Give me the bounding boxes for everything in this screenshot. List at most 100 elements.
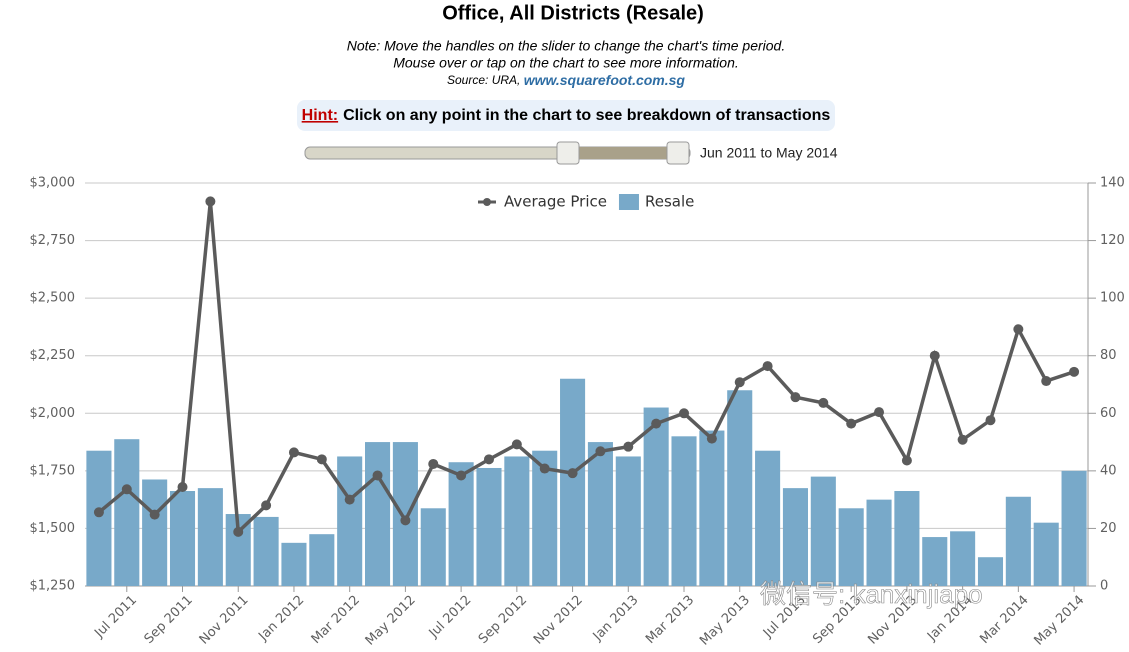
point xyxy=(233,526,244,537)
bar xyxy=(587,442,613,586)
bar xyxy=(894,491,920,586)
source: Source: URA, www.squarefoot.com.sg xyxy=(447,72,685,88)
bar xyxy=(309,534,335,586)
y-tick-label: $1,500 xyxy=(30,521,76,536)
x-tick-label: May 2014 xyxy=(1031,593,1087,649)
hint-label: Hint: xyxy=(302,107,338,124)
point xyxy=(567,468,578,479)
point xyxy=(539,463,550,474)
x-tick-label: Sep 2011 xyxy=(142,593,196,647)
range-label: Jun 2011 to May 2014 xyxy=(700,145,838,161)
point xyxy=(372,470,383,481)
point xyxy=(428,458,439,469)
bar xyxy=(197,488,223,586)
bar xyxy=(560,378,586,586)
slider-handle[interactable] xyxy=(556,141,580,165)
bar xyxy=(922,537,948,586)
x-tick-label: Jan 2013 xyxy=(590,593,642,645)
point xyxy=(261,500,272,511)
y-tick-label: $1,750 xyxy=(30,463,76,478)
hint-text: Click on any point in the chart to see b… xyxy=(343,107,830,124)
slider-range xyxy=(568,147,678,159)
bar xyxy=(365,442,391,586)
bar xyxy=(1033,522,1059,586)
x-tick-label: May 2013 xyxy=(697,593,753,649)
x-tick-label: Jul 2012 xyxy=(426,593,475,642)
bar xyxy=(727,390,753,586)
y2-tick-label: 140 xyxy=(1100,176,1125,191)
point xyxy=(316,454,327,465)
bar xyxy=(420,508,446,586)
bar xyxy=(253,516,279,586)
point xyxy=(790,392,801,403)
point xyxy=(651,418,662,429)
point xyxy=(1041,376,1052,387)
y-tick-label: $2,000 xyxy=(30,406,76,421)
bar xyxy=(1005,496,1031,586)
point xyxy=(929,350,940,361)
point xyxy=(734,377,745,388)
point xyxy=(149,509,160,520)
bar xyxy=(86,450,112,586)
point xyxy=(205,196,216,207)
watermark: 微信号: kanxinjiapo xyxy=(760,579,983,609)
point xyxy=(288,447,299,458)
x-tick-label: Mar 2013 xyxy=(643,593,697,647)
bar xyxy=(392,442,418,586)
x-tick-label: Jul 2011 xyxy=(91,593,140,642)
point xyxy=(762,361,773,372)
bar xyxy=(755,450,781,586)
bar xyxy=(337,456,363,586)
point xyxy=(818,397,829,408)
hint-box xyxy=(297,100,835,131)
point xyxy=(511,439,522,450)
point xyxy=(483,454,494,465)
x-tick-label: May 2012 xyxy=(363,593,419,649)
bar xyxy=(782,488,808,586)
bar xyxy=(504,456,530,586)
bar xyxy=(114,439,140,586)
point xyxy=(344,494,355,505)
y2-tick-label: 40 xyxy=(1100,463,1117,478)
x-tick-label: Nov 2012 xyxy=(531,593,586,648)
bar xyxy=(838,508,864,586)
point xyxy=(679,408,690,419)
y-tick-label: $2,250 xyxy=(30,348,76,363)
point xyxy=(456,470,467,481)
chart-title: Office, All Districts (Resale) xyxy=(442,2,704,24)
point xyxy=(623,441,634,452)
y2-tick-label: 120 xyxy=(1100,233,1125,248)
source-link[interactable]: www.squarefoot.com.sg xyxy=(524,72,686,88)
y-tick-label: $2,750 xyxy=(30,233,76,248)
y2-tick-label: 0 xyxy=(1100,579,1108,594)
point xyxy=(595,446,606,457)
bar xyxy=(643,407,669,586)
note: Note: Move the handles on the slider to … xyxy=(347,38,785,54)
bar xyxy=(671,436,697,586)
point xyxy=(706,433,717,444)
point xyxy=(1013,324,1024,335)
y2-tick-label: 80 xyxy=(1100,348,1117,363)
point xyxy=(957,434,968,445)
source-text: Source: URA, xyxy=(447,73,524,87)
point xyxy=(985,415,996,426)
line xyxy=(97,201,1075,536)
bar xyxy=(810,476,836,586)
slider-handle[interactable] xyxy=(666,141,690,165)
note: Mouse over or tap on the chart to see mo… xyxy=(393,55,739,71)
x-tick-label: Jan 2012 xyxy=(255,593,307,645)
x-tick-label: Mar 2014 xyxy=(977,593,1031,647)
legend-label: Average Price xyxy=(504,193,607,211)
point xyxy=(121,484,132,495)
bar xyxy=(281,542,307,586)
point xyxy=(400,515,411,526)
point xyxy=(93,507,104,518)
bar xyxy=(699,430,725,586)
bar xyxy=(615,456,641,586)
x-tick-label: Mar 2012 xyxy=(309,593,363,647)
x-tick-label: Nov 2011 xyxy=(197,593,252,648)
y2-tick-label: 100 xyxy=(1100,291,1125,306)
y2-tick-label: 20 xyxy=(1100,521,1117,536)
y2-tick-label: 60 xyxy=(1100,406,1117,421)
